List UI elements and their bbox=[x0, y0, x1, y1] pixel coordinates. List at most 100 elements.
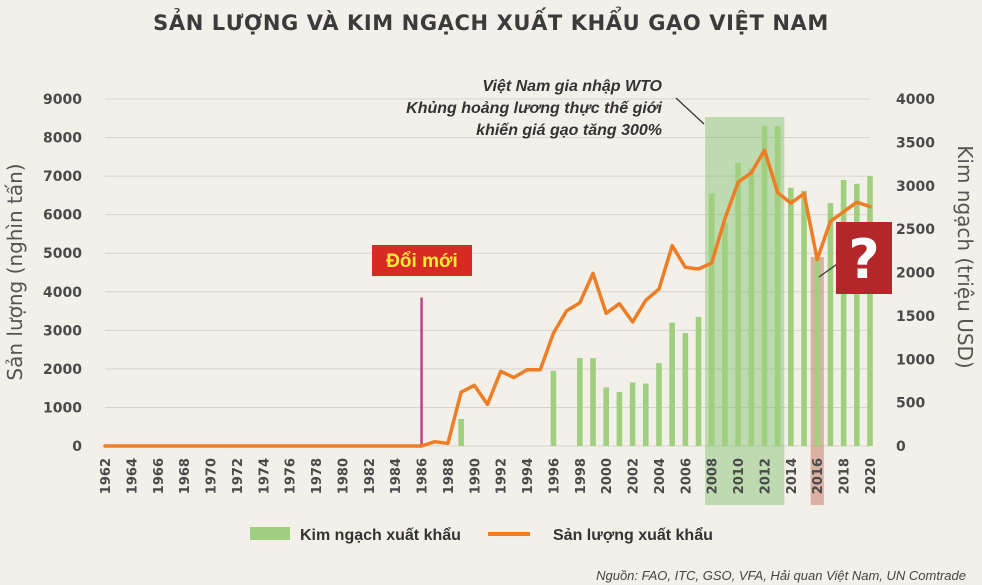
line-point-1976 bbox=[288, 444, 292, 448]
x-tick-label: 1980 bbox=[336, 458, 351, 494]
x-tick-label: 1982 bbox=[363, 458, 378, 494]
x-tick-label: 1978 bbox=[310, 458, 325, 494]
line-point-2017 bbox=[829, 219, 832, 223]
x-tick-label: 1998 bbox=[574, 458, 589, 494]
bar-2004 bbox=[656, 363, 662, 446]
right-tick-label: 2500 bbox=[896, 222, 935, 238]
line-point-1967 bbox=[169, 444, 173, 448]
line-point-2006 bbox=[683, 265, 687, 269]
left-tick-label: 9000 bbox=[43, 92, 82, 108]
line-point-1973 bbox=[248, 444, 252, 448]
question-mark-icon: ? bbox=[848, 228, 879, 291]
x-tick-label: 1986 bbox=[416, 458, 431, 494]
bar-2001 bbox=[616, 392, 623, 446]
line-point-2012 bbox=[763, 148, 766, 152]
left-axis-ticks: 0 1000 2000 3000 4000 5000 6000 7000 8000 9000 bbox=[43, 92, 82, 455]
x-tick-label: 1974 bbox=[257, 458, 272, 494]
bar-1998 bbox=[577, 358, 583, 446]
right-tick-label: 3000 bbox=[896, 179, 935, 195]
wto-annotation: Việt Nam gia nhập WTO Khủng hoảng lương … bbox=[406, 78, 705, 139]
highlight-bands bbox=[705, 117, 824, 505]
line-point-1986 bbox=[420, 444, 423, 448]
line-point-2004 bbox=[657, 287, 661, 291]
right-axis-ticks: 0 500 1000 1500 2000 2500 3000 3500 4000 bbox=[896, 92, 935, 455]
line-point-2014 bbox=[789, 201, 793, 205]
question-badge: ? bbox=[818, 222, 892, 294]
bar-2005 bbox=[669, 322, 675, 446]
bar-2015 bbox=[801, 190, 807, 446]
x-tick-label: 1984 bbox=[389, 458, 404, 494]
line-point-1966 bbox=[156, 444, 160, 448]
line-point-1972 bbox=[235, 444, 239, 448]
bar-2018 bbox=[840, 179, 847, 446]
line-point-1993 bbox=[512, 376, 516, 379]
line-point-2009 bbox=[723, 217, 727, 221]
bar-2016 bbox=[814, 257, 821, 446]
x-tick-label: 2006 bbox=[679, 458, 694, 494]
wto-annotation-pointer bbox=[675, 97, 705, 125]
line-point-2005 bbox=[670, 244, 674, 248]
bar-2019 bbox=[854, 183, 860, 447]
line-point-1978 bbox=[314, 444, 318, 448]
line-point-1974 bbox=[261, 444, 265, 448]
line-point-1963 bbox=[116, 444, 120, 448]
bar-2009 bbox=[722, 223, 728, 446]
line-point-1999 bbox=[591, 271, 595, 275]
right-tick-label: 1000 bbox=[896, 352, 935, 368]
right-tick-label: 2000 bbox=[896, 266, 935, 282]
line-point-2000 bbox=[604, 311, 608, 315]
line-point-1980 bbox=[341, 444, 344, 448]
right-tick-label: 1500 bbox=[896, 309, 935, 325]
bar-2012 bbox=[761, 125, 768, 446]
x-tick-label: 1992 bbox=[495, 458, 510, 494]
line-point-1968 bbox=[182, 444, 186, 448]
x-tick-label: 1972 bbox=[231, 458, 246, 494]
line-point-1998 bbox=[578, 301, 582, 305]
line-point-1969 bbox=[195, 444, 199, 448]
legend-swatch-bars bbox=[250, 527, 290, 540]
line-point-1995 bbox=[538, 368, 542, 372]
line-point-1985 bbox=[406, 444, 410, 448]
line-point-1997 bbox=[565, 309, 569, 313]
line-point-2003 bbox=[644, 298, 648, 302]
left-tick-label: 1000 bbox=[43, 400, 82, 416]
bar-2003 bbox=[642, 383, 649, 446]
bar-2008 bbox=[708, 193, 715, 446]
legend-label-line: Sản lượng xuất khẩu bbox=[553, 526, 713, 544]
left-tick-label: 3000 bbox=[43, 323, 82, 339]
bar-1999 bbox=[590, 358, 596, 446]
bar-2010 bbox=[735, 162, 741, 446]
line-point-1970 bbox=[209, 444, 212, 448]
bar-2006 bbox=[682, 333, 689, 446]
line-point-1987 bbox=[433, 440, 437, 444]
bar-2011 bbox=[748, 168, 755, 446]
line-point-1989 bbox=[459, 390, 463, 394]
line-point-1992 bbox=[499, 369, 503, 373]
line-point-1994 bbox=[525, 368, 529, 372]
line-point-2002 bbox=[631, 320, 634, 324]
right-tick-label: 0 bbox=[896, 439, 906, 455]
x-tick-label: 1996 bbox=[547, 458, 562, 494]
doimoi-badge: Đổi mới bbox=[372, 245, 472, 276]
line-point-2007 bbox=[697, 267, 700, 271]
line-point-1990 bbox=[472, 383, 476, 387]
line-point-2019 bbox=[855, 200, 859, 204]
line-point-1975 bbox=[275, 444, 278, 448]
left-tick-label: 0 bbox=[72, 439, 82, 455]
x-tick-label: 1976 bbox=[284, 458, 299, 494]
line-point-1964 bbox=[129, 444, 133, 448]
line-point-2013 bbox=[776, 191, 780, 195]
wto-annotation-line-2: Khủng hoảng lương thực thế giới bbox=[406, 100, 662, 117]
line-point-1981 bbox=[354, 444, 358, 448]
bar-1996 bbox=[550, 370, 557, 446]
x-tick-label: 1988 bbox=[442, 458, 457, 494]
x-tick-label: 1968 bbox=[178, 458, 193, 494]
right-tick-label: 500 bbox=[896, 396, 925, 412]
chart-title: SẢN LƯỢNG VÀ KIM NGẠCH XUẤT KHẨU GẠO VIỆ… bbox=[153, 7, 829, 35]
line-point-1988 bbox=[446, 441, 450, 445]
line-point-1979 bbox=[327, 444, 331, 448]
wto-annotation-line-3: khiến giá gạo tăng 300% bbox=[476, 122, 662, 139]
bar-2020 bbox=[867, 176, 873, 446]
x-tick-label: 1970 bbox=[205, 458, 220, 494]
